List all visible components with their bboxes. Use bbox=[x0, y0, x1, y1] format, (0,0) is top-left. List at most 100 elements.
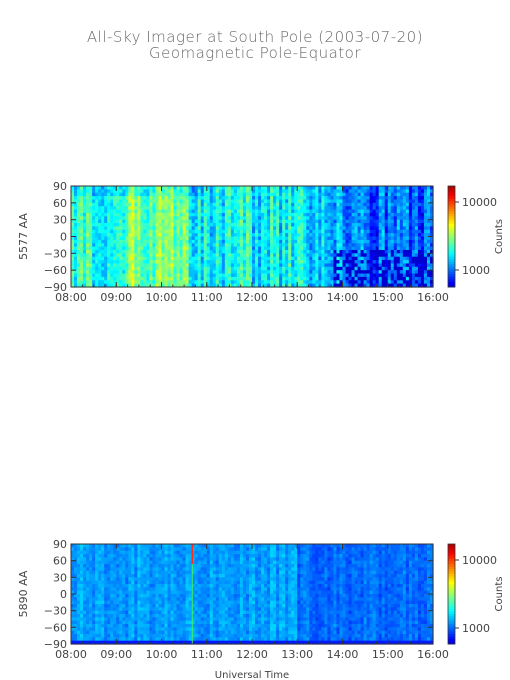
heatmap-cell bbox=[128, 564, 132, 568]
heatmap-cell bbox=[426, 256, 431, 261]
heatmap-cell bbox=[134, 216, 138, 221]
heatmap-cell bbox=[131, 270, 135, 275]
heatmap-cell bbox=[137, 627, 141, 632]
heatmap-cell bbox=[179, 216, 184, 221]
heatmap-cell bbox=[176, 624, 181, 628]
heatmap-cell bbox=[179, 229, 184, 234]
heatmap-cell bbox=[252, 223, 256, 227]
heatmap-cell bbox=[321, 270, 325, 275]
heatmap-cell bbox=[80, 270, 84, 275]
heatmap-cell bbox=[152, 216, 157, 221]
heatmap-cell bbox=[306, 263, 310, 268]
heatmap-cell bbox=[134, 624, 138, 628]
heatmap-cell bbox=[411, 266, 416, 271]
heatmap-cell bbox=[312, 253, 316, 258]
heatmap-cell bbox=[167, 544, 172, 548]
heatmap-cell bbox=[137, 544, 141, 548]
heatmap-cell bbox=[128, 610, 132, 615]
heatmap-cell bbox=[98, 580, 102, 585]
heatmap-cell bbox=[375, 239, 380, 244]
heatmap-cell bbox=[71, 283, 75, 288]
heatmap-cell bbox=[339, 266, 344, 271]
heatmap-cell bbox=[194, 547, 199, 552]
heatmap-cell bbox=[128, 617, 132, 622]
heatmap-cell bbox=[176, 266, 181, 271]
heatmap-cell bbox=[152, 202, 157, 207]
heatmap-cell bbox=[194, 283, 199, 288]
heatmap-cell bbox=[197, 229, 202, 234]
heatmap-cell bbox=[179, 233, 184, 238]
heatmap-cell bbox=[245, 256, 250, 261]
heatmap-cell bbox=[179, 249, 184, 254]
heatmap-cell bbox=[176, 610, 181, 615]
heatmap-cell bbox=[188, 594, 193, 598]
heatmap-cell bbox=[242, 233, 247, 238]
heatmap-cell bbox=[155, 640, 160, 645]
heatmap-cell bbox=[110, 610, 114, 615]
heatmap-cell bbox=[369, 233, 374, 238]
heatmap-cell bbox=[143, 630, 148, 635]
heatmap-cell bbox=[167, 186, 172, 190]
heatmap-cell bbox=[429, 189, 434, 194]
heatmap-cell bbox=[375, 206, 380, 211]
heatmap-cell bbox=[264, 212, 268, 217]
heatmap-cell bbox=[333, 206, 338, 211]
heatmap-cell bbox=[426, 273, 431, 278]
heatmap-cell bbox=[164, 199, 169, 204]
heatmap-cell bbox=[170, 640, 175, 645]
heatmap-cell bbox=[390, 209, 395, 214]
heatmap-cell bbox=[276, 196, 280, 201]
heatmap-cell bbox=[402, 263, 407, 268]
heatmap-cell bbox=[155, 567, 160, 572]
heatmap-cell bbox=[224, 223, 229, 227]
heatmap-cell bbox=[176, 580, 181, 585]
heatmap-cell bbox=[312, 266, 316, 271]
heatmap-cell bbox=[128, 260, 132, 265]
heatmap-cell bbox=[134, 560, 138, 565]
heatmap-cell bbox=[101, 550, 105, 555]
heatmap-cell bbox=[152, 630, 157, 635]
heatmap-cell bbox=[83, 249, 87, 254]
heatmap-cell bbox=[122, 226, 126, 231]
heatmap-cell bbox=[143, 610, 148, 615]
heatmap-cell bbox=[176, 547, 181, 552]
heatmap-cell bbox=[227, 192, 232, 197]
heatmap-cell bbox=[173, 266, 178, 271]
heatmap-cell bbox=[279, 186, 283, 190]
heatmap-cell bbox=[357, 236, 362, 241]
heatmap-cell bbox=[170, 550, 175, 555]
heatmap-cell bbox=[273, 249, 277, 254]
heatmap-cell bbox=[420, 226, 425, 231]
heatmap-cell bbox=[411, 270, 416, 275]
heatmap-cell bbox=[101, 253, 105, 258]
heatmap-cell bbox=[146, 560, 151, 565]
heatmap-cell bbox=[303, 236, 307, 241]
heatmap-cell bbox=[188, 547, 193, 552]
heatmap-cell bbox=[77, 283, 81, 288]
heatmap-cell bbox=[324, 263, 329, 268]
heatmap-cell bbox=[300, 223, 304, 227]
heatmap-cell bbox=[98, 266, 102, 271]
heatmap-cell bbox=[101, 249, 105, 254]
heatmap-cell bbox=[164, 189, 169, 194]
heatmap-cell bbox=[333, 233, 338, 238]
heatmap-cell bbox=[152, 209, 157, 214]
heatmap-cell bbox=[282, 202, 286, 207]
heatmap-cell bbox=[110, 186, 114, 190]
heatmap-cell bbox=[248, 280, 253, 285]
heatmap-cell bbox=[369, 189, 374, 194]
heatmap-cell bbox=[191, 256, 196, 261]
heatmap-cell bbox=[369, 192, 374, 197]
heatmap-cell bbox=[411, 246, 416, 251]
heatmap-cell bbox=[188, 600, 193, 605]
heatmap-cell bbox=[339, 192, 344, 197]
heatmap-cell bbox=[185, 229, 190, 234]
heatmap-cell bbox=[312, 196, 316, 201]
heatmap-cell bbox=[155, 617, 160, 622]
heatmap-cell bbox=[77, 560, 81, 565]
heatmap-cell bbox=[74, 229, 78, 234]
heatmap-cell bbox=[420, 276, 425, 281]
heatmap-cell bbox=[191, 624, 196, 628]
heatmap-cell bbox=[215, 249, 220, 254]
heatmap-cell bbox=[80, 564, 84, 568]
